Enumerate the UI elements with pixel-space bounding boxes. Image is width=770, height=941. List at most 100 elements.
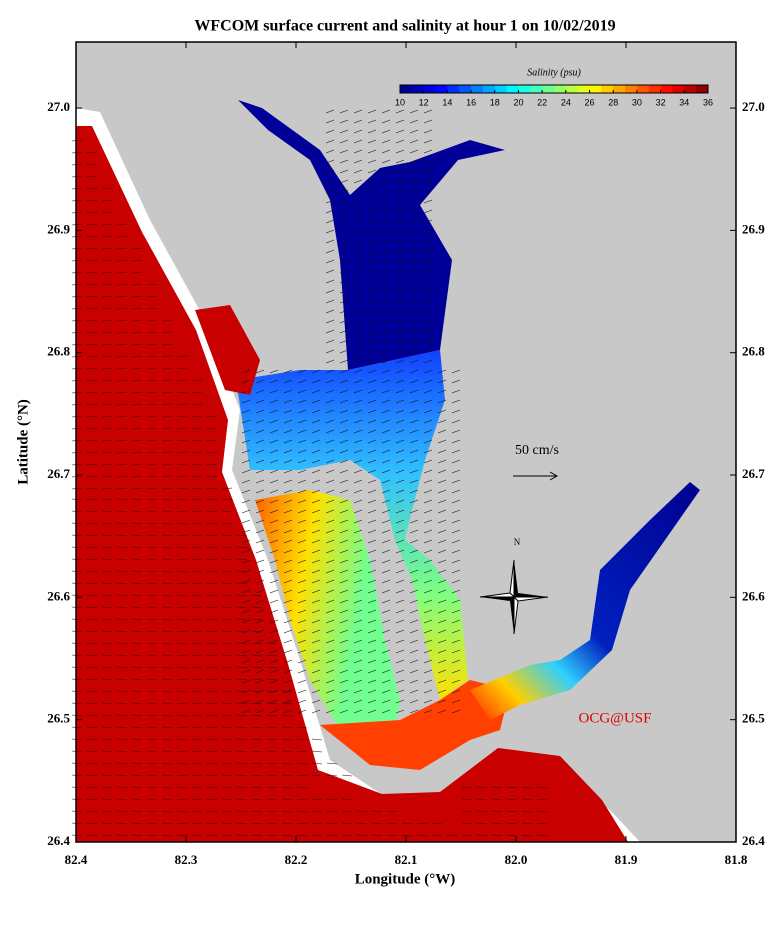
current-vector (255, 389, 265, 394)
current-vector (409, 709, 419, 714)
current-vector (283, 409, 293, 414)
current-vector (395, 559, 405, 564)
current-vector (311, 599, 321, 604)
current-vector (116, 666, 128, 669)
current-vector (116, 259, 128, 262)
current-vector (325, 349, 335, 354)
current-vector (236, 798, 248, 801)
current-vector (381, 429, 391, 434)
current-vector (191, 702, 203, 705)
current-vector (251, 642, 263, 645)
current-vector (101, 738, 113, 741)
current-vector (161, 666, 173, 669)
current-vector (176, 738, 188, 741)
current-vector (236, 678, 248, 681)
current-vector (367, 459, 377, 464)
current-vector (146, 415, 158, 418)
current-vector (161, 678, 173, 681)
current-vector (86, 163, 98, 166)
current-vector (191, 487, 203, 490)
current-vector (116, 439, 128, 442)
current-vector (423, 289, 433, 294)
current-vector (356, 834, 368, 837)
current-vector (311, 549, 321, 554)
current-vector (409, 339, 419, 344)
current-vector (325, 669, 335, 674)
current-vector (353, 509, 363, 514)
current-vector (451, 519, 461, 524)
current-vector (409, 659, 419, 664)
current-vector (131, 786, 143, 789)
current-vector (146, 594, 158, 597)
current-vector (311, 639, 321, 644)
current-vector (161, 762, 173, 765)
current-vector (86, 618, 98, 621)
current-vector (269, 489, 279, 494)
y-axis-label: Latitude (°N) (15, 399, 31, 485)
current-vector (269, 629, 279, 634)
current-vector (241, 679, 251, 684)
colorbar-tick-label: 22 (537, 97, 547, 107)
current-vector (311, 439, 321, 444)
current-vector (116, 331, 128, 334)
current-vector (371, 822, 383, 825)
current-vector (381, 279, 391, 284)
current-vector (86, 403, 98, 406)
current-vector (381, 449, 391, 454)
current-vector (395, 159, 405, 164)
title: WFCOM surface current and salinity at ho… (194, 18, 615, 35)
current-vector (101, 199, 113, 202)
current-vector (381, 339, 391, 344)
current-vector (116, 451, 128, 454)
current-vector (255, 579, 265, 584)
current-vector (146, 546, 158, 549)
current-vector (101, 810, 113, 813)
current-vector (161, 343, 173, 346)
x-axis-label: Longitude (°W) (355, 871, 456, 887)
current-vector (236, 714, 248, 717)
current-vector (423, 279, 433, 284)
current-vector (101, 582, 113, 585)
current-vector (386, 822, 398, 825)
current-vector (161, 606, 173, 609)
current-vector (221, 510, 233, 513)
current-vector (283, 679, 293, 684)
current-vector (367, 209, 377, 214)
current-vector (283, 689, 293, 694)
current-vector (395, 469, 405, 474)
current-vector (191, 666, 203, 669)
current-vector (451, 559, 461, 564)
current-vector (325, 529, 335, 534)
current-vector (116, 702, 128, 705)
current-vector (409, 149, 419, 154)
current-vector (131, 546, 143, 549)
current-vector (353, 189, 363, 194)
current-vector (437, 629, 447, 634)
current-vector (131, 606, 143, 609)
current-vector (353, 289, 363, 294)
current-vector (451, 409, 461, 414)
current-vector (116, 606, 128, 609)
current-vector (206, 654, 218, 657)
current-vector (451, 509, 461, 514)
current-vector (367, 439, 377, 444)
current-vector (71, 427, 83, 430)
current-vector (451, 609, 461, 614)
current-vector (131, 391, 143, 394)
current-vector (381, 629, 391, 634)
current-vector (116, 798, 128, 801)
current-vector (437, 559, 447, 564)
current-vector (395, 109, 405, 114)
current-vector (101, 762, 113, 765)
current-vector (325, 579, 335, 584)
current-vector (269, 539, 279, 544)
colorbar-tick-label: 28 (608, 97, 618, 107)
current-vector (176, 666, 188, 669)
current-vector (437, 419, 447, 424)
current-vector (86, 522, 98, 525)
current-vector (339, 369, 349, 374)
current-vector (326, 774, 338, 777)
current-vector (176, 355, 188, 358)
current-vector (191, 762, 203, 765)
x-tick-label: 82.4 (65, 852, 88, 867)
